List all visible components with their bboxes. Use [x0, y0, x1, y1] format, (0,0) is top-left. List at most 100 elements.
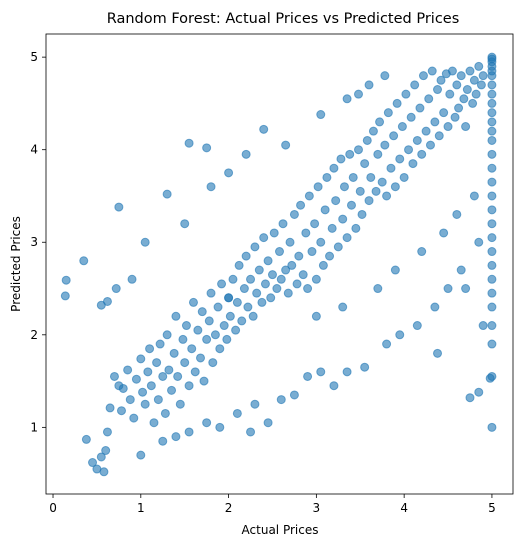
- scatter-point: [461, 284, 471, 294]
- scatter-point: [140, 237, 150, 247]
- y-tick-label: 1: [30, 420, 38, 434]
- scatter-point: [320, 205, 330, 215]
- scatter-point: [187, 344, 197, 354]
- scatter-point: [382, 191, 392, 201]
- scatter-point: [222, 334, 232, 344]
- scatter-point: [276, 395, 286, 405]
- scatter-point: [318, 260, 328, 270]
- scatter-point: [487, 163, 497, 173]
- scatter-point: [140, 399, 150, 409]
- scatter-point: [276, 274, 286, 284]
- scatter-point: [160, 408, 170, 418]
- scatter-point: [487, 52, 497, 62]
- scatter-point: [360, 362, 370, 372]
- scatter-point: [462, 85, 472, 95]
- chart-title: Random Forest: Actual Prices vs Predicte…: [107, 11, 460, 27]
- scatter-point: [125, 395, 135, 405]
- scatter-point: [267, 270, 277, 280]
- scatter-point: [439, 228, 449, 238]
- scatter-point: [390, 182, 400, 192]
- scatter-point: [471, 89, 481, 99]
- scatter-point: [469, 191, 479, 201]
- plot-frame: [45, 33, 514, 495]
- scatter-point: [487, 80, 497, 90]
- scatter-point: [281, 140, 291, 150]
- scatter-point: [487, 98, 497, 108]
- scatter-point: [436, 75, 446, 85]
- scatter-point: [487, 288, 497, 298]
- scatter-point: [310, 219, 320, 229]
- scatter-point: [127, 274, 137, 284]
- scatter-point: [248, 311, 258, 321]
- scatter-point: [392, 98, 402, 108]
- scatter-point: [377, 177, 387, 187]
- scatter-point: [316, 110, 326, 120]
- scatter-point: [329, 381, 339, 391]
- scatter-point: [180, 219, 190, 229]
- scatter-point: [447, 66, 457, 76]
- scatter-point: [241, 149, 251, 159]
- scatter-point: [237, 316, 247, 326]
- scatter-point: [224, 168, 234, 178]
- scatter-point: [252, 288, 262, 298]
- scatter-point: [294, 251, 304, 261]
- scatter-point: [433, 85, 443, 95]
- scatter-point: [354, 145, 363, 155]
- scatter-point: [167, 385, 177, 395]
- scatter-point: [351, 223, 361, 233]
- scatter-point: [149, 418, 159, 428]
- scatter-point: [169, 348, 179, 358]
- scatter-point: [224, 293, 234, 303]
- y-axis-label: Predicted Prices: [9, 216, 23, 312]
- scatter-point: [487, 233, 497, 243]
- scatter-point: [114, 202, 124, 212]
- scatter-point: [263, 418, 273, 428]
- scatter-point: [487, 260, 497, 270]
- y-tick-label: 2: [30, 328, 38, 342]
- scatter-point: [136, 450, 146, 460]
- scatter-point: [329, 163, 339, 173]
- scatter-point: [487, 117, 497, 127]
- scatter-point: [303, 371, 313, 381]
- scatter-point: [109, 371, 119, 381]
- scatter-point: [386, 163, 396, 173]
- scatter-point: [487, 422, 497, 432]
- scatter-point: [281, 265, 291, 275]
- scatter-point: [206, 288, 216, 298]
- scatter-point: [366, 172, 376, 182]
- scatter-point: [380, 140, 390, 150]
- scatter-point: [181, 321, 191, 331]
- scatter-point: [215, 344, 225, 354]
- scatter-point: [171, 432, 181, 442]
- scatter-point: [272, 284, 282, 294]
- scatter-point: [487, 108, 497, 118]
- scatter-point: [397, 122, 407, 132]
- scatter-point: [474, 237, 484, 247]
- y-tick-label: 5: [30, 50, 38, 64]
- scatter-point: [445, 89, 455, 99]
- scatter-point: [259, 124, 269, 134]
- scatter-point: [162, 330, 172, 340]
- scatter-point: [375, 117, 385, 127]
- scatter-point: [146, 381, 156, 391]
- scatter-point: [452, 209, 462, 219]
- scatter-point: [164, 365, 174, 375]
- scatter-point: [228, 274, 238, 284]
- scatter-point: [327, 223, 337, 233]
- scatter-point: [239, 284, 249, 294]
- scatter-point: [487, 89, 497, 99]
- scatter-point: [178, 334, 188, 344]
- scatter-point: [215, 422, 225, 432]
- scatter-point: [487, 302, 497, 312]
- scatter-point: [123, 365, 133, 375]
- scatter-point: [425, 140, 435, 150]
- scatter-point: [476, 80, 486, 90]
- scatter-point: [162, 189, 172, 199]
- scatter-point: [283, 288, 293, 298]
- scatter-point: [469, 75, 479, 85]
- scatter-point: [418, 71, 428, 81]
- scatter-point: [202, 418, 212, 428]
- scatter-point: [410, 80, 420, 90]
- scatter-point: [81, 434, 91, 444]
- scatter-point: [263, 256, 273, 266]
